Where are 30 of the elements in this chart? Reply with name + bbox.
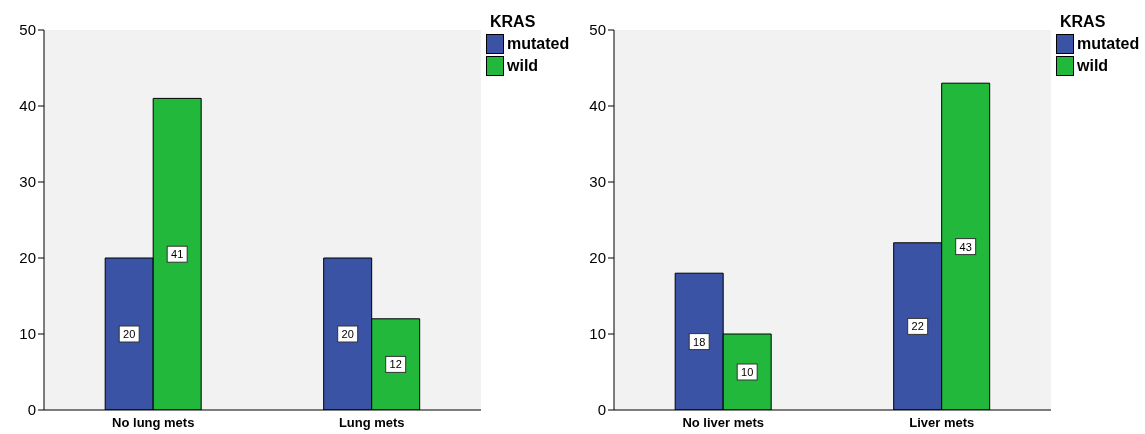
y-tick-label: 20 bbox=[589, 249, 606, 267]
y-tick-label: 30 bbox=[589, 173, 606, 191]
y-tick-label: 0 bbox=[27, 401, 36, 419]
y-tick-label: 10 bbox=[589, 325, 606, 343]
y-tick-label: 40 bbox=[589, 97, 606, 115]
y-tick-label: 50 bbox=[589, 21, 606, 39]
data-label: 41 bbox=[171, 248, 184, 261]
data-label: 18 bbox=[693, 335, 706, 348]
y-tick-label: 40 bbox=[19, 97, 36, 115]
data-label: 20 bbox=[123, 328, 136, 340]
data-label: 43 bbox=[959, 240, 972, 253]
legend-label: wild bbox=[1077, 57, 1109, 75]
data-label: 12 bbox=[389, 358, 402, 371]
data-label: 10 bbox=[741, 366, 754, 378]
y-tick-label: 10 bbox=[19, 325, 36, 343]
x-tick-label: Lung mets bbox=[338, 415, 405, 431]
legend-label: mutated bbox=[1077, 35, 1140, 53]
data-label: 22 bbox=[911, 320, 924, 333]
legend-label: mutated bbox=[507, 35, 570, 53]
x-tick-label: Liver mets bbox=[909, 415, 975, 431]
legend-label: wild bbox=[507, 57, 539, 75]
x-tick-label: No liver mets bbox=[682, 415, 765, 431]
legend-title: KRAS bbox=[490, 13, 537, 31]
data-label: 20 bbox=[341, 328, 354, 340]
y-tick-label: 30 bbox=[19, 173, 36, 191]
legend-title: KRAS bbox=[1060, 13, 1107, 31]
x-tick-label: No lung mets bbox=[112, 415, 195, 431]
y-tick-label: 0 bbox=[597, 401, 606, 419]
y-tick-label: 50 bbox=[19, 21, 36, 39]
y-tick-label: 20 bbox=[19, 249, 36, 267]
